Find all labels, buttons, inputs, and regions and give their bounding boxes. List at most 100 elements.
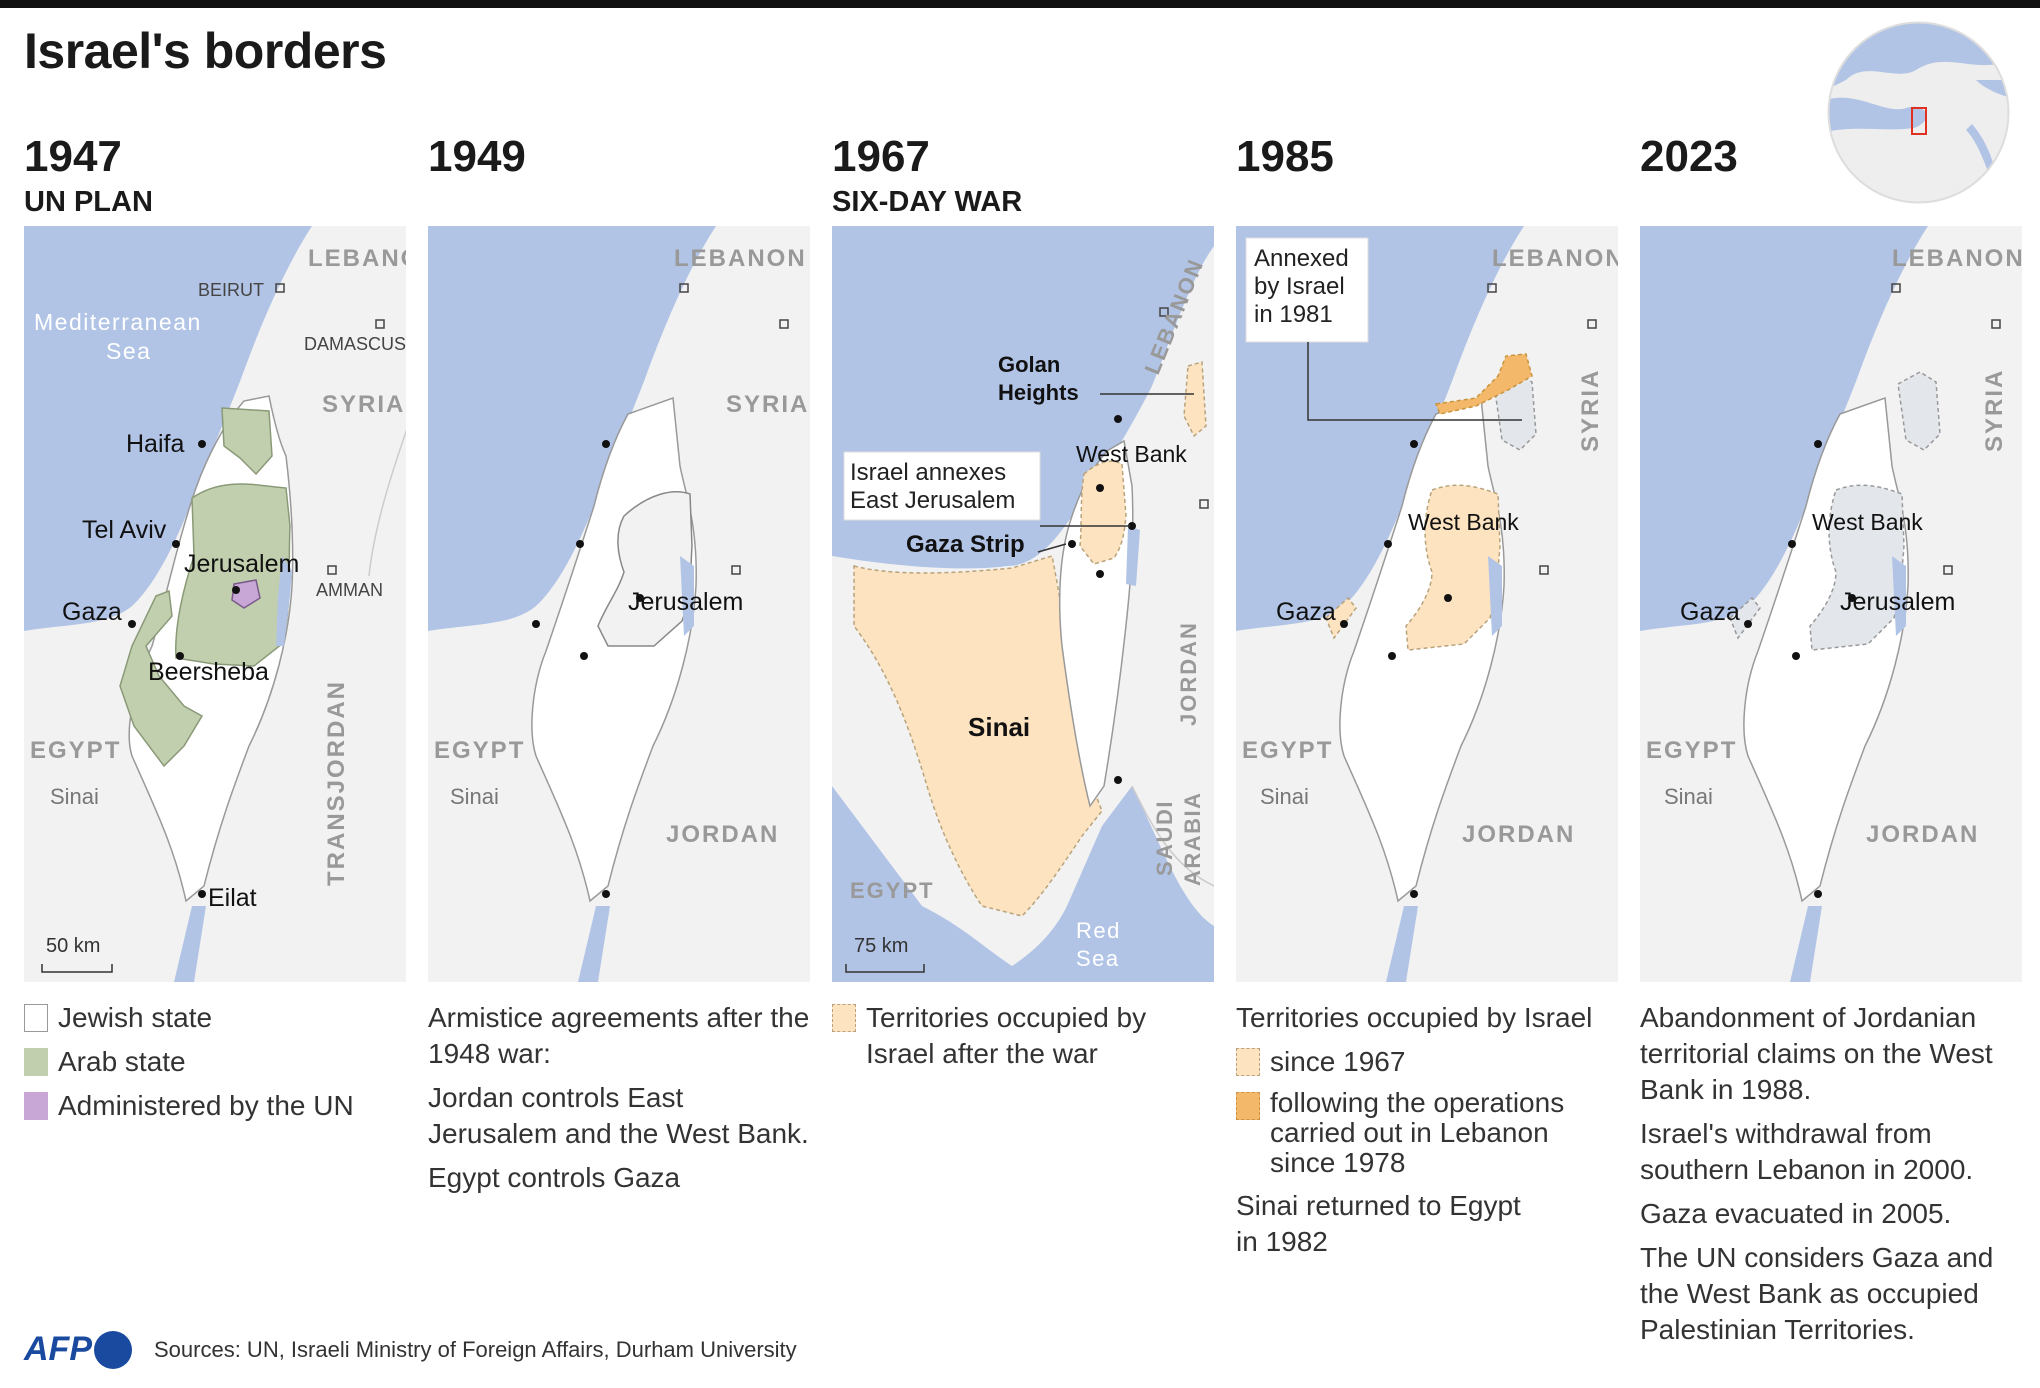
orange-square-icon xyxy=(1236,1092,1260,1120)
page-title: Israel's borders xyxy=(24,23,387,79)
beirut-marker xyxy=(1891,283,1901,293)
damascus-marker xyxy=(1587,319,1597,329)
label-transjordan: TRANSJORDAN xyxy=(323,680,350,886)
label-red-2: Sea xyxy=(1076,946,1120,971)
label-egypt: EGYPT xyxy=(850,878,935,903)
gaza-dot xyxy=(1744,620,1752,628)
tel-aviv-dot xyxy=(1384,540,1392,548)
gaza-dot xyxy=(128,620,136,628)
label-golan-2: Heights xyxy=(998,380,1079,405)
panel-2023-text: Abandonment of Jordanian territorial cla… xyxy=(1640,1000,2022,1356)
gaza-dot xyxy=(1340,620,1348,628)
gaza-dot xyxy=(1068,540,1076,548)
panel-subtitle xyxy=(1236,182,1618,222)
label-tel-aviv: Tel Aviv xyxy=(82,516,167,544)
haifa-dot xyxy=(1814,440,1822,448)
label-west-bank: West Bank xyxy=(1408,509,1519,535)
golan-heights xyxy=(1897,371,1941,451)
eilat-dot xyxy=(1114,776,1122,784)
label-egypt: EGYPT xyxy=(30,737,121,764)
legend-label: Jewish state xyxy=(58,1002,213,1033)
label-annexed-1: Annexed xyxy=(1254,245,1349,272)
legend-label: following the operations carried out in … xyxy=(1270,1087,1565,1178)
label-egypt: EGYPT xyxy=(1242,737,1333,764)
locator-globe xyxy=(1827,21,2010,204)
gulf-of-aqaba xyxy=(578,906,610,982)
amman-marker xyxy=(327,565,337,575)
damascus-marker xyxy=(779,319,789,329)
tel-aviv-dot xyxy=(576,540,584,548)
dead-sea xyxy=(276,556,292,646)
golan-occupied xyxy=(1183,361,1207,438)
description-line: Israel's withdrawal from southern Lebano… xyxy=(1640,1118,1974,1185)
description-line: Gaza evacuated in 2005. xyxy=(1640,1198,1952,1229)
beersheba-dot xyxy=(1792,652,1800,660)
west-bank-occupied xyxy=(1405,484,1501,651)
afp-logo: AFP xyxy=(24,1330,92,1368)
jerusalem-dot xyxy=(1128,522,1136,530)
legend-label: Territories occupied by Israel after the… xyxy=(866,1002,1147,1069)
label-jordan: JORDAN xyxy=(1866,821,1979,848)
south-lebanon-occupied xyxy=(1434,353,1533,415)
label-scale: 50 km xyxy=(46,935,100,957)
legend-label: Arab state xyxy=(58,1046,186,1077)
label-jordan: JORDAN xyxy=(666,821,779,848)
label-eilat: Eilat xyxy=(208,884,257,912)
gulf-of-aqaba xyxy=(1386,906,1418,982)
dead-sea xyxy=(1488,556,1502,636)
sinai-occupied xyxy=(853,555,1103,917)
label-sinai: Sinai xyxy=(1260,784,1309,809)
label-lebanon: LEBANON xyxy=(674,245,807,272)
description-line: Sinai returned to Egypt in 1982 xyxy=(1236,1190,1521,1257)
dead-sea xyxy=(680,556,694,636)
gulf-of-aqaba xyxy=(174,906,206,982)
haifa-dot xyxy=(198,440,206,448)
legend-item: Administered by the UN xyxy=(24,1088,406,1124)
panel-year: 2023 xyxy=(1640,132,1738,181)
sources-text: Sources: UN, Israeli Ministry of Foreign… xyxy=(154,1336,797,1362)
legend-item: Jewish state xyxy=(24,1000,406,1036)
dead-sea xyxy=(1892,556,1906,636)
gulf-of-aqaba xyxy=(1790,906,1822,982)
gaza-leader xyxy=(1037,543,1067,553)
sea xyxy=(24,226,312,631)
west-bank-jordan xyxy=(597,491,693,647)
legend-label: since 1967 xyxy=(1270,1046,1406,1077)
beersheba-dot xyxy=(1388,652,1396,660)
beirut-marker xyxy=(679,283,689,293)
panel-subtitle: UN PLAN xyxy=(24,186,153,218)
panel-year: 1985 xyxy=(1236,132,1334,181)
amman-marker xyxy=(1539,565,1549,575)
haifa-dot xyxy=(1114,415,1122,423)
legend-item: Arab state xyxy=(24,1044,406,1080)
label-damascus: DAMASCUS xyxy=(304,334,406,354)
red-sea-and-gulfs xyxy=(832,786,1214,982)
panel-1985-legend: Territories occupied by Israel since 196… xyxy=(1236,1000,1618,1268)
label-amman: AMMAN xyxy=(316,580,383,600)
panel-1985: 1985 Annexed by Israel in 1981 xyxy=(1236,132,1618,1257)
panel-1967-legend: Territories occupied by Israel after the… xyxy=(832,1000,1214,1080)
annexed-leader xyxy=(1307,342,1522,421)
label-sinai: Sinai xyxy=(1664,784,1713,809)
arab-state-galilee xyxy=(221,407,273,476)
legend-label: Administered by the UN xyxy=(58,1090,354,1121)
label-lebanon: LEBANON xyxy=(1492,245,1618,272)
jerusalem-dot xyxy=(636,594,644,602)
label-lebanon: LEBANON xyxy=(1892,245,2022,272)
label-egypt: EGYPT xyxy=(1646,737,1737,764)
eilat-dot xyxy=(1410,890,1418,898)
legend-item: since 1967 xyxy=(1236,1044,1618,1080)
beersheba-dot xyxy=(176,652,184,660)
beirut-marker xyxy=(275,283,285,293)
map-1949: LEBANON SYRIA Jerusalem EGYPT Sinai JORD… xyxy=(428,226,810,982)
damascus-marker xyxy=(1991,319,2001,329)
label-syria: SYRIA xyxy=(322,391,405,418)
label-jerusalem: Jerusalem xyxy=(1840,588,1955,616)
afp-logo-dot-icon xyxy=(94,1330,132,1369)
label-haifa: Haifa xyxy=(126,430,184,458)
label-med-2: Sea xyxy=(106,338,151,364)
beige-dashed-square-icon xyxy=(832,1004,856,1032)
label-egypt: EGYPT xyxy=(434,737,525,764)
panel-subtitle: SIX-DAY WAR xyxy=(832,186,1023,218)
panel-2023: 2023 LEBANON SYRIA West Bank Gaza Jerusa xyxy=(1640,132,2022,1345)
